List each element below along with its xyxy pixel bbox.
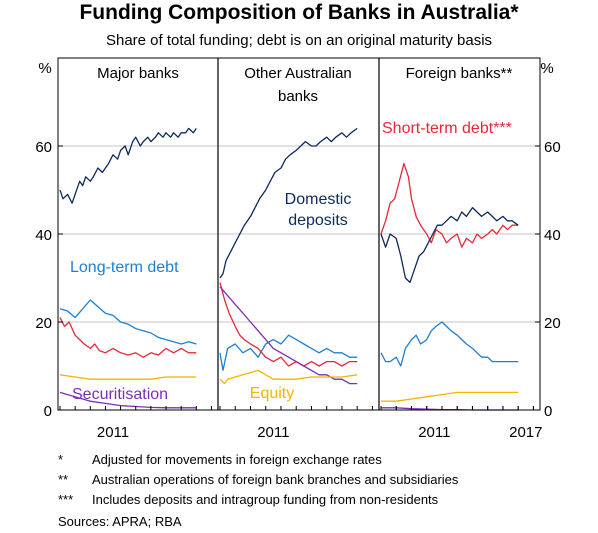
plot-frame [57, 57, 541, 411]
series-line-long-term-debt [380, 321, 519, 367]
y-unit-right: % [540, 60, 553, 77]
footnote-marker: *** [58, 492, 74, 507]
footnote-text: Includes deposits and intragroup funding… [92, 492, 439, 507]
y-tick-label-right: 40 [544, 227, 561, 244]
gridlines [58, 145, 540, 323]
footnote-1: * Adjusted for movements in foreign excha… [58, 452, 382, 468]
series-line-short-term-debt [380, 162, 519, 248]
series-line-long-term-debt [59, 299, 197, 345]
footnote-marker: * [58, 452, 64, 467]
series-line-equity [59, 374, 197, 380]
series-line-short-term-debt [219, 282, 358, 367]
y-tick-label-left: 0 [44, 403, 52, 420]
panel-title: Foreign banks** [406, 65, 513, 82]
y-tick-label-left: 40 [35, 227, 52, 244]
series-line-long-term-debt [219, 334, 358, 372]
series-label-securitisation: Securitisation [72, 386, 168, 403]
y-tick-label-right: 0 [544, 403, 552, 420]
tick-labels: 0 20 40 60 0 20 40 60 2011 2011 2011 2017 [35, 139, 560, 441]
series-label-domestic-deposits: deposits [288, 212, 348, 229]
series-label-short-term-debt: Short-term debt*** [382, 120, 512, 137]
series-lines [59, 127, 519, 411]
x-tick-label: 2011 [257, 424, 289, 441]
y-tick-label-right: 20 [544, 315, 561, 332]
sources-note: Sources: APRA; RBA [58, 514, 182, 529]
x-tick-label: 2017 [509, 424, 542, 441]
footnote-text: Australian operations of foreign bank br… [92, 472, 459, 487]
footnote-text: Adjusted for movements in foreign exchan… [92, 452, 382, 467]
y-unit-left: % [38, 60, 51, 77]
series-line-short-term-debt [59, 317, 197, 358]
footnote-marker: ** [58, 472, 69, 487]
x-tick-label: 2011 [97, 424, 129, 441]
chart-subtitle: Share of total funding; debt is on an or… [105, 32, 493, 49]
series-line-domestic-deposits [380, 206, 519, 284]
series-line-domestic-deposits [219, 127, 358, 279]
series-line-domestic-deposits [59, 127, 197, 204]
footnote-2: ** Australian operations of foreign bank … [58, 472, 458, 488]
series-line-equity [381, 391, 519, 402]
series-line-securitisation [59, 391, 197, 409]
y-tick-label-right: 60 [544, 139, 561, 156]
y-tick-label-left: 20 [35, 315, 52, 332]
panel-title: banks [278, 88, 318, 105]
x-tick-label: 2011 [418, 424, 450, 441]
series-line-equity [219, 369, 358, 385]
chart-title: Funding Composition of Banks in Australi… [79, 1, 519, 24]
footnote-3: *** Includes deposits and intragroup fund… [58, 492, 438, 508]
panel-title: Other Australian [244, 65, 352, 82]
series-label-domestic-deposits: Domestic [285, 191, 352, 208]
series-label-equity: Equity [250, 385, 294, 402]
funding-chart: 0 20 40 60 0 20 40 60 2011 2011 2011 2017 Major ban… [35, 57, 561, 441]
y-tick-label-left: 60 [35, 139, 52, 156]
panel-title: Major banks [97, 65, 179, 82]
series-label-long-term-debt: Long-term debt [70, 259, 179, 276]
series-line-securitisation [219, 286, 358, 385]
series-labels: Long-term debt Securitisation Domestic depo… [70, 120, 512, 403]
panel-titles: Major banks Other Australian banks Foreign … [97, 65, 512, 105]
